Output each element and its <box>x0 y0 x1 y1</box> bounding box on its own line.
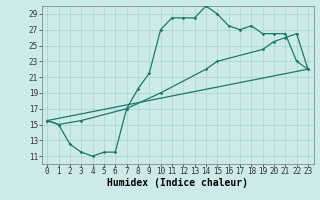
X-axis label: Humidex (Indice chaleur): Humidex (Indice chaleur) <box>107 178 248 188</box>
